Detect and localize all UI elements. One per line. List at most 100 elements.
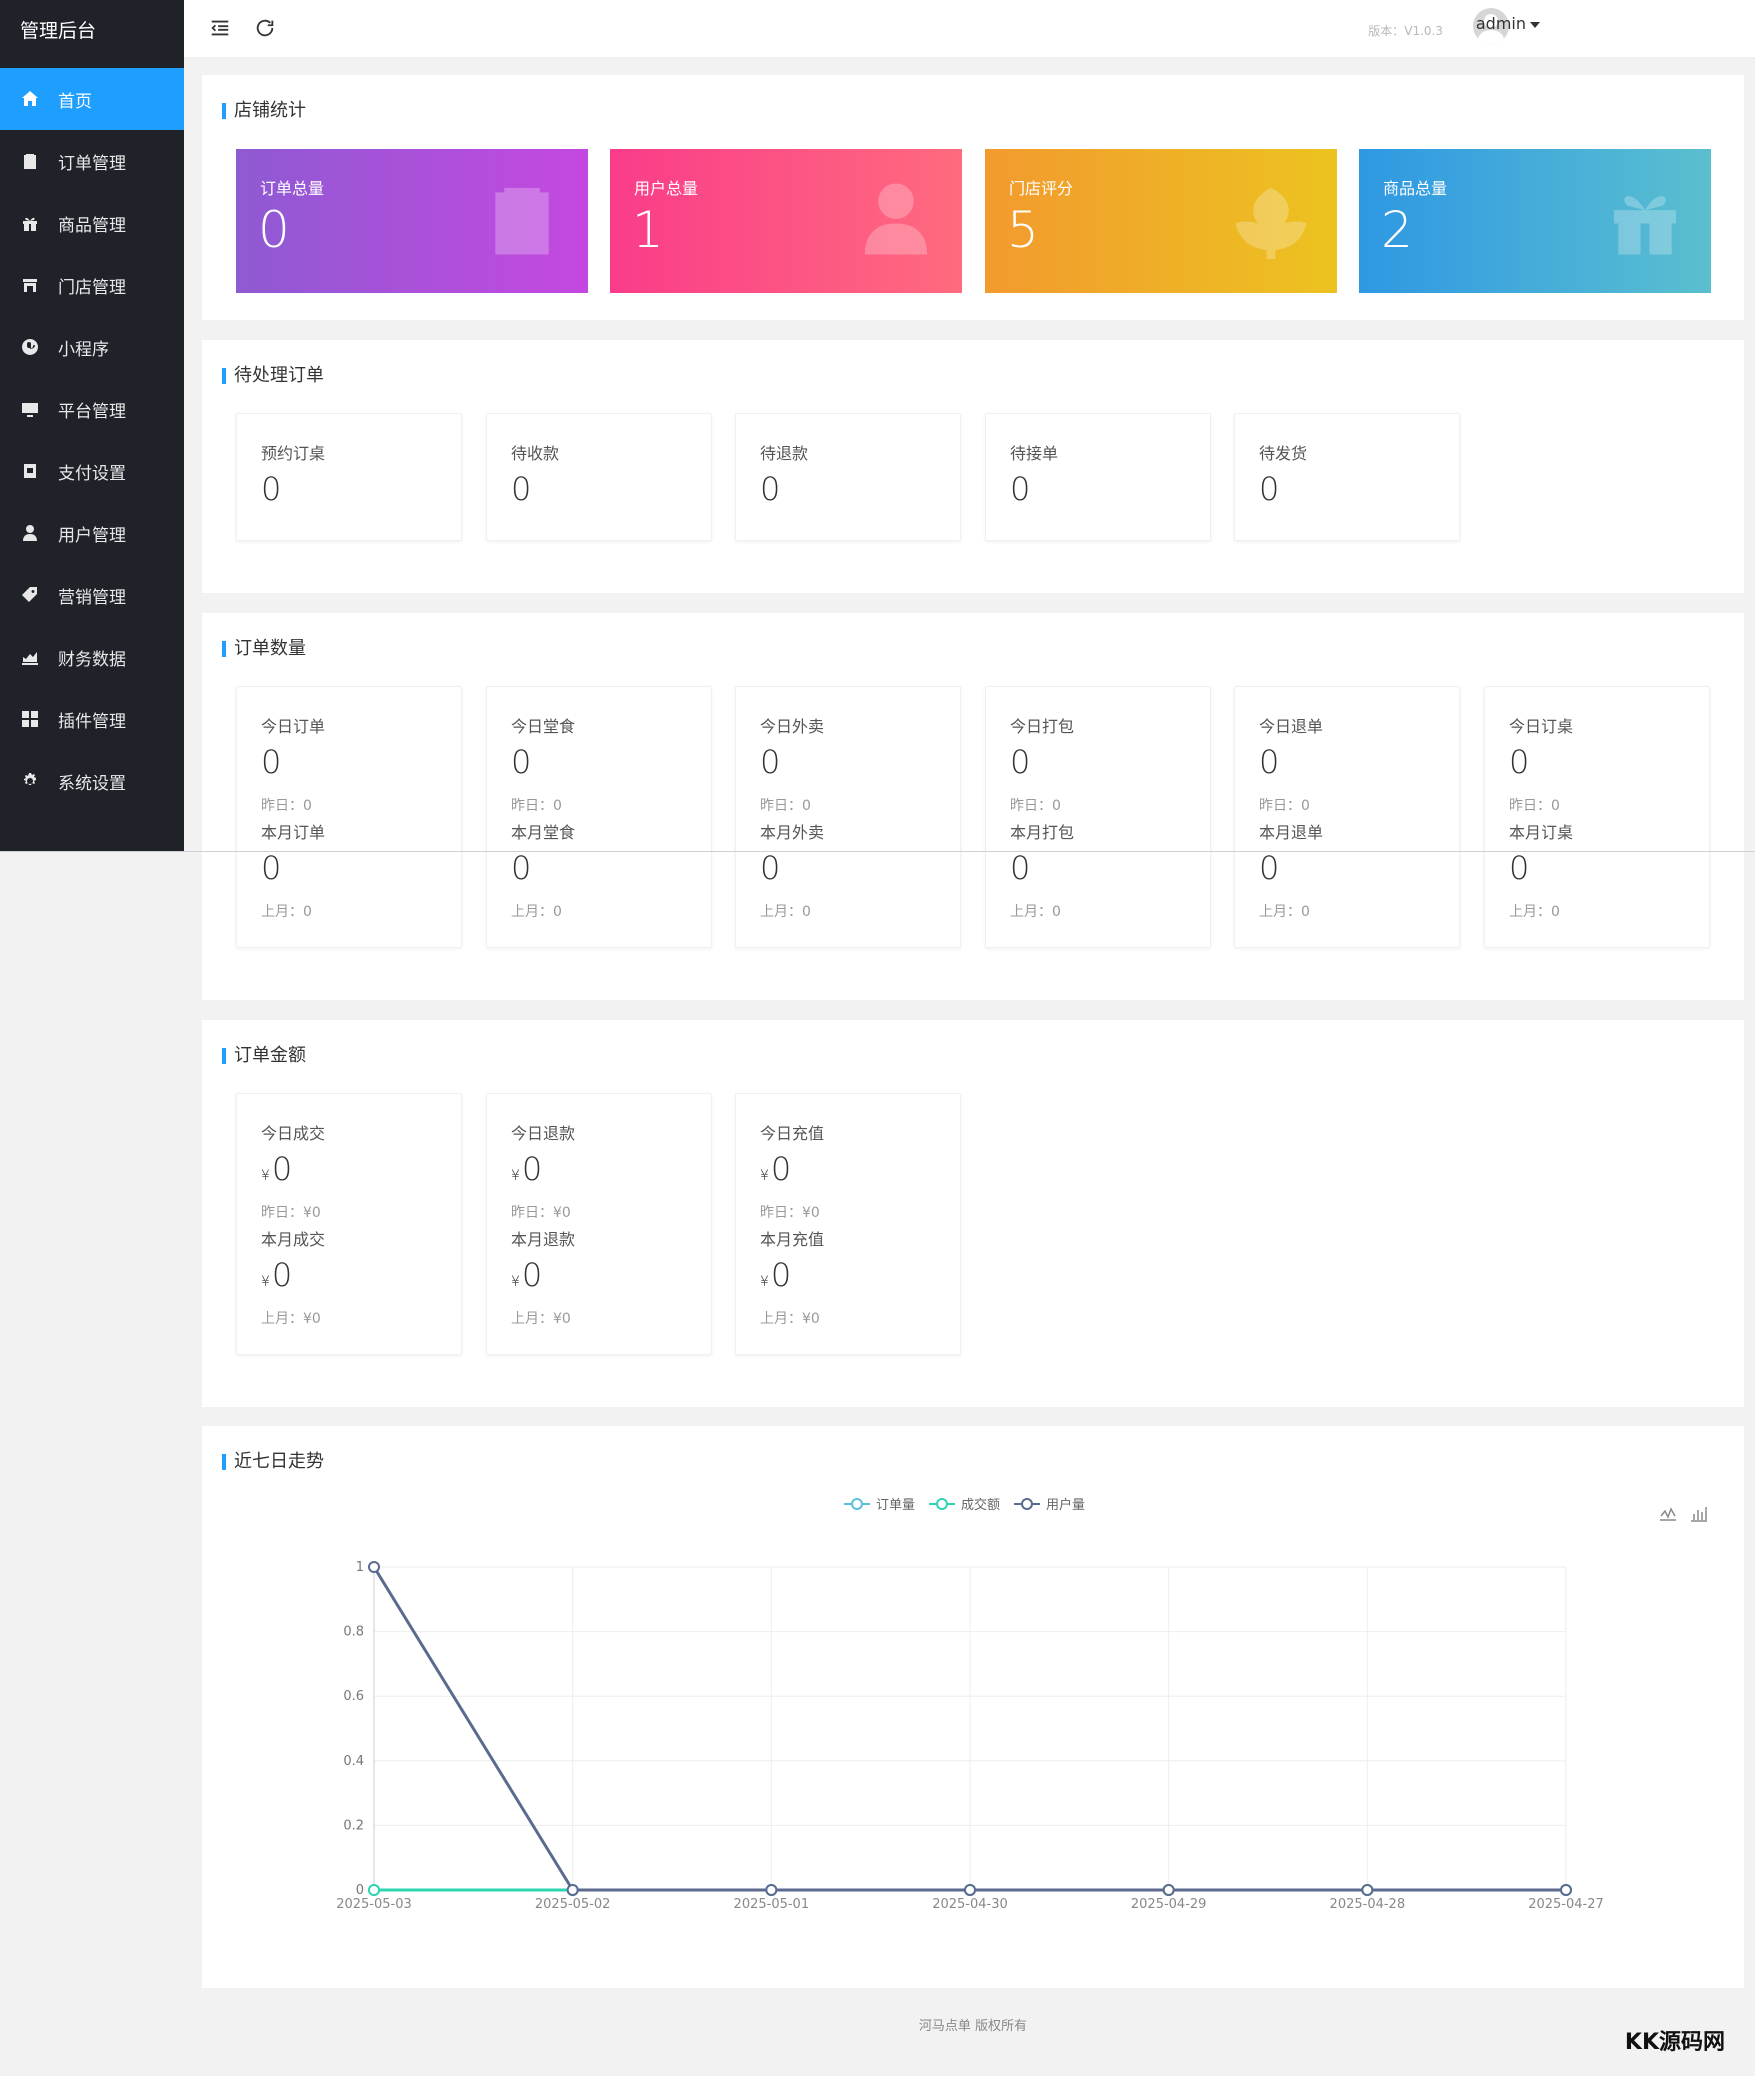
card-value-month: 0 [1010,849,1031,887]
card-label-month: 本月退款 [511,1230,576,1249]
legend-label: 成交额 [961,1498,1001,1513]
sidebar-item[interactable]: 系统设置 [0,750,184,812]
card-value: ¥0 [261,1150,293,1188]
chart-legend: 订单量 成交额 用户量 [844,1494,1085,1513]
lastmonth-value: 上月：¥0 [511,1311,571,1327]
sidebar-item-label: 用户管理 [58,525,126,546]
sidebar-item[interactable]: 用户管理 [0,502,184,564]
yesterday-value: 昨日：0 [760,798,811,814]
store-stats-panel: 店铺统计 订单总量 0 用户总量 1 门店评分 5 商品总量 2 [202,75,1744,320]
panel-title: 订单数量 [222,639,306,659]
sidebar-item-label: 平台管理 [58,401,126,422]
avatar[interactable] [1473,8,1509,44]
stat-card: 今日成交 ¥0 昨日：¥0 本月成交 ¥0 上月：¥0 [236,1093,462,1355]
pending-card[interactable]: 待发货 0 [1234,413,1460,541]
sidebar-item[interactable]: 平台管理 [0,378,184,440]
currency-symbol: ¥ [261,1168,270,1184]
sidebar-item-label: 商品管理 [58,215,126,236]
stat-card: 今日订桌 0 昨日：0 本月订桌 0 上月：0 [1484,686,1710,948]
yesterday-value: 昨日：0 [1509,798,1560,814]
pending-card[interactable]: 待接单 0 [985,413,1211,541]
sidebar-item-label: 营销管理 [58,587,126,608]
yesterday-value: 昨日：0 [511,798,562,814]
card-value: ¥0 [760,1150,792,1188]
legend-label: 订单量 [876,1498,916,1513]
legend-item[interactable]: 订单量 [844,1494,915,1513]
legend-item[interactable]: 成交额 [929,1494,1000,1513]
clipboard-icon [20,151,40,171]
sidebar-item[interactable]: 小程序 [0,316,184,378]
watermark: KK源码网 [1624,2030,1725,2055]
wallet-icon [20,461,40,481]
bar-chart-toggle-icon[interactable] [1689,1504,1709,1524]
home-icon [20,89,40,109]
lastmonth-value: 上月：0 [511,904,562,920]
card-value-month: 0 [1259,849,1280,887]
sidebar-item[interactable]: 订单管理 [0,130,184,192]
plugins-icon [20,709,40,729]
card-label-month: 本月外卖 [760,823,825,842]
clipboard-icon [482,179,562,259]
card-label: 待退款 [760,444,809,463]
card-value: 0 [261,470,282,508]
sidebar-item[interactable]: 首页 [0,68,184,130]
card-value-month: ¥0 [511,1256,543,1294]
line-chart-toggle-icon[interactable] [1658,1504,1678,1524]
pending-card[interactable]: 待退款 0 [735,413,961,541]
lastmonth-value: 上月：0 [261,904,312,920]
gear-icon [20,771,40,791]
menu-toggle-icon[interactable] [206,14,234,42]
card-label: 预约订桌 [261,444,326,463]
order-count-panel: 订单数量 今日订单 0 昨日：0 本月订单 0 上月：0 今日堂食 0 昨日：0 … [202,613,1744,1000]
caret-down-icon [1530,21,1540,28]
card-label-month: 本月成交 [261,1230,326,1249]
sidebar-menu: 首页 订单管理商品管理门店管理小程序平台管理支付设置用户管理营销管理财务数据 插件管… [0,68,184,812]
panel-title: 店铺统计 [222,101,306,121]
stat-value: 1 [632,201,664,259]
pending-card[interactable]: 待收款 0 [486,413,712,541]
pending-card[interactable]: 预约订桌 0 [236,413,462,541]
order-amount-panel: 订单金额 今日成交 ¥0 昨日：¥0 本月成交 ¥0 上月：¥0 今日退款 ¥0 … [202,1020,1744,1407]
sidebar-item[interactable]: 门店管理 [0,254,184,316]
card-value: 0 [1010,743,1031,781]
sidebar-item[interactable]: 插件管理 [0,688,184,750]
legend-item[interactable]: 用户量 [1014,1494,1085,1513]
yesterday-value: 昨日：¥0 [511,1205,571,1221]
pending-orders-panel: 待处理订单 预约订桌 0 待收款 0 待退款 0 待接单 0 待发货 0 [202,340,1744,593]
card-label: 待发货 [1259,444,1308,463]
store-icon [20,275,40,295]
card-value: 0 [511,743,532,781]
card-label-month: 本月打包 [1010,823,1075,842]
stat-value: 2 [1381,201,1413,259]
card-value: 0 [261,743,282,781]
yesterday-value: 昨日：0 [1010,798,1061,814]
stat-card: 今日退单 0 昨日：0 本月退单 0 上月：0 [1234,686,1460,948]
yesterday-value: 昨日：¥0 [261,1205,321,1221]
card-label: 今日堂食 [511,717,576,736]
user-icon [856,179,936,259]
gift-icon [1605,179,1685,259]
lastmonth-value: 上月：¥0 [760,1311,820,1327]
user-menu[interactable]: admin [1476,14,1540,33]
lastmonth-value: 上月：0 [1509,904,1560,920]
stat-value: 5 [1007,201,1039,259]
sidebar-item-label: 门店管理 [58,277,126,298]
card-value-month: 0 [760,849,781,887]
card-label-month: 本月订桌 [1509,823,1574,842]
sidebar-item[interactable]: 营销管理 [0,564,184,626]
stat-card: 今日打包 0 昨日：0 本月打包 0 上月：0 [985,686,1211,948]
refresh-icon[interactable] [251,14,279,42]
version-label: 版本：V1.0.3 [1368,24,1443,38]
stat-value: 0 [258,201,290,259]
card-value-month: ¥0 [261,1256,293,1294]
card-value-month: 0 [1509,849,1530,887]
card-label-month: 本月订单 [261,823,326,842]
lastmonth-value: 上月：0 [760,904,811,920]
card-label: 今日外卖 [760,717,825,736]
sidebar-item[interactable]: 财务数据 [0,626,184,688]
sidebar-item[interactable]: 支付设置 [0,440,184,502]
sidebar-item[interactable]: 商品管理 [0,192,184,254]
currency-symbol: ¥ [511,1274,520,1290]
stat-tile: 商品总量 2 [1359,149,1711,293]
stat-label: 用户总量 [634,179,699,198]
